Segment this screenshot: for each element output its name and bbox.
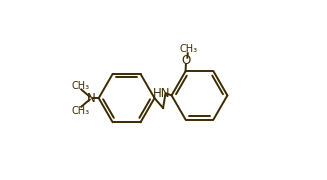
- Text: CH₃: CH₃: [72, 106, 90, 116]
- Text: O: O: [182, 54, 191, 67]
- Text: CH₃: CH₃: [180, 44, 198, 54]
- Text: N: N: [87, 92, 95, 105]
- Text: CH₃: CH₃: [72, 80, 90, 91]
- Text: HN: HN: [153, 87, 170, 100]
